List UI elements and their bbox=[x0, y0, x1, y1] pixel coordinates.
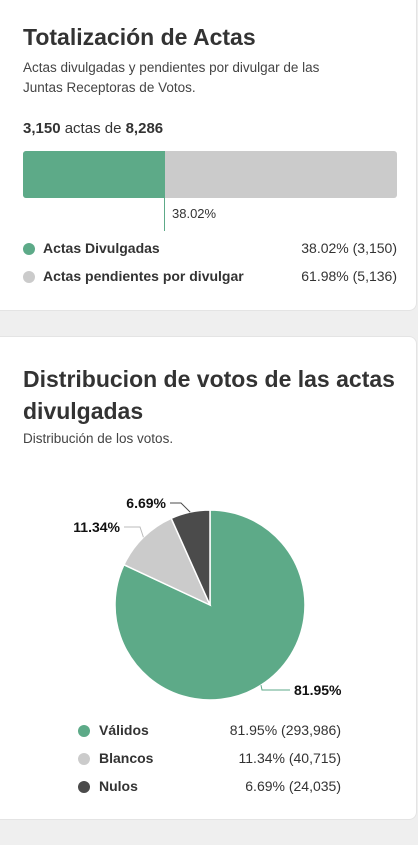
legend-value: 11.34% (40,715) bbox=[238, 750, 341, 766]
legend-value: 38.02% (3,150) bbox=[301, 240, 397, 256]
distribucion-card: Distribucion de votos de las actas divul… bbox=[0, 336, 417, 820]
pie-leader-line bbox=[124, 526, 144, 538]
distribucion-title-line1: Distribucion de votos de las actas bbox=[23, 366, 395, 392]
legend-dot bbox=[78, 753, 90, 765]
totalizacion-subtitle-line2: Juntas Receptoras de Votos. bbox=[23, 80, 196, 95]
count-divulgadas: 3,150 bbox=[23, 120, 61, 137]
count-total: 8,286 bbox=[125, 120, 164, 137]
pie-data-label: 11.34% bbox=[73, 519, 120, 535]
progress-bar bbox=[23, 151, 397, 198]
totalizacion-card: Totalización de Actas Actas divulgadas y… bbox=[0, 0, 417, 311]
pie-leader-line bbox=[260, 685, 290, 691]
pie-data-label: 6.69% bbox=[126, 495, 166, 511]
legend-item-blancos: Blancos 11.34% (40,715) bbox=[78, 749, 341, 769]
legend-dot bbox=[78, 781, 90, 793]
votes-pie-chart: 81.95% 11.34% 6.69% bbox=[73, 495, 342, 701]
progress-percentage: 38.02% bbox=[172, 206, 217, 221]
progress-marker-line bbox=[164, 198, 165, 231]
legend-dot bbox=[23, 271, 35, 283]
legend-item-nulos: Nulos 6.69% (24,035) bbox=[78, 777, 341, 797]
totalizacion-subtitle-line1: Actas divulgadas y pendientes por divulg… bbox=[23, 60, 320, 75]
legend-label: Actas Divulgadas bbox=[43, 240, 160, 256]
progress-bar-fill bbox=[23, 151, 166, 198]
distribucion-title-line2: divulgadas bbox=[23, 398, 144, 424]
legend-value: 81.95% (293,986) bbox=[229, 722, 341, 738]
legend-item-divulgadas: Actas Divulgadas 38.02% (3,150) bbox=[23, 239, 397, 259]
legend-dot bbox=[78, 725, 90, 737]
legend-label: Nulos bbox=[99, 778, 138, 794]
pie-data-label: 81.95% bbox=[294, 682, 342, 698]
pie-slice-blancos[interactable] bbox=[122, 517, 212, 607]
legend-item-pendientes: Actas pendientes por divulgar 61.98% (5,… bbox=[23, 267, 397, 287]
legend-item-validos: Válidos 81.95% (293,986) bbox=[78, 721, 341, 741]
legend-label: Actas pendientes por divulgar bbox=[43, 268, 244, 284]
distribucion-subtitle: Distribución de los votos. bbox=[23, 431, 174, 446]
pie-leader-line bbox=[170, 502, 191, 513]
actas-count: 3,150 actas de 8,286 bbox=[23, 120, 163, 137]
legend-dot bbox=[23, 243, 35, 255]
totalizacion-title: Totalización de Actas bbox=[23, 24, 256, 50]
pie-slice-nulos[interactable] bbox=[170, 509, 211, 606]
legend-value: 6.69% (24,035) bbox=[245, 778, 341, 794]
count-mid: actas de bbox=[60, 120, 126, 137]
legend-label: Blancos bbox=[99, 750, 154, 766]
legend-value: 61.98% (5,136) bbox=[301, 268, 397, 284]
legend-label: Válidos bbox=[99, 722, 149, 738]
